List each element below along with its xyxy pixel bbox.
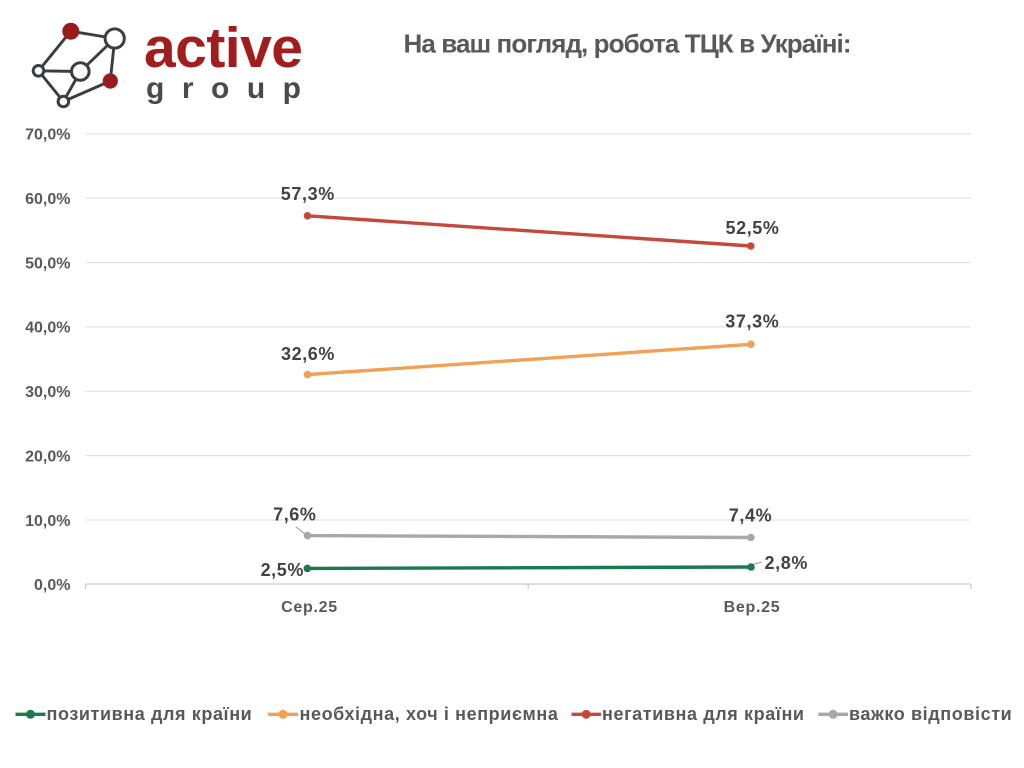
svg-text:70,0%: 70,0% bbox=[25, 127, 70, 144]
svg-text:важко відповісти: важко відповісти bbox=[849, 704, 1012, 724]
svg-text:необхідна, хоч і неприємна: необхідна, хоч і неприємна bbox=[300, 704, 559, 724]
svg-text:2,8%: 2,8% bbox=[765, 553, 808, 573]
svg-text:Сер.25: Сер.25 bbox=[281, 599, 338, 616]
svg-text:32,6%: 32,6% bbox=[281, 344, 335, 364]
svg-text:позитивна для країни: позитивна для країни bbox=[47, 704, 253, 724]
svg-text:30,0%: 30,0% bbox=[25, 384, 70, 401]
svg-text:40,0%: 40,0% bbox=[25, 320, 70, 337]
svg-text:57,3%: 57,3% bbox=[281, 184, 335, 204]
svg-text:10,0%: 10,0% bbox=[25, 513, 70, 530]
svg-text:Вер.25: Вер.25 bbox=[724, 599, 781, 616]
svg-text:2,5%: 2,5% bbox=[261, 560, 304, 580]
svg-text:негативна для країни: негативна для країни bbox=[602, 704, 805, 724]
svg-text:7,4%: 7,4% bbox=[729, 506, 772, 526]
svg-text:active: active bbox=[144, 16, 303, 80]
svg-text:20,0%: 20,0% bbox=[25, 448, 70, 465]
svg-text:52,5%: 52,5% bbox=[725, 218, 779, 238]
svg-text:0,0%: 0,0% bbox=[34, 577, 70, 594]
svg-text:37,3%: 37,3% bbox=[725, 312, 779, 332]
svg-text:group: group bbox=[146, 72, 318, 105]
svg-text:50,0%: 50,0% bbox=[25, 255, 70, 272]
svg-text:7,6%: 7,6% bbox=[273, 505, 316, 525]
svg-text:На ваш погляд, робота ТЦК в Ук: На ваш погляд, робота ТЦК в Україні: bbox=[404, 29, 852, 59]
svg-text:60,0%: 60,0% bbox=[25, 191, 70, 208]
